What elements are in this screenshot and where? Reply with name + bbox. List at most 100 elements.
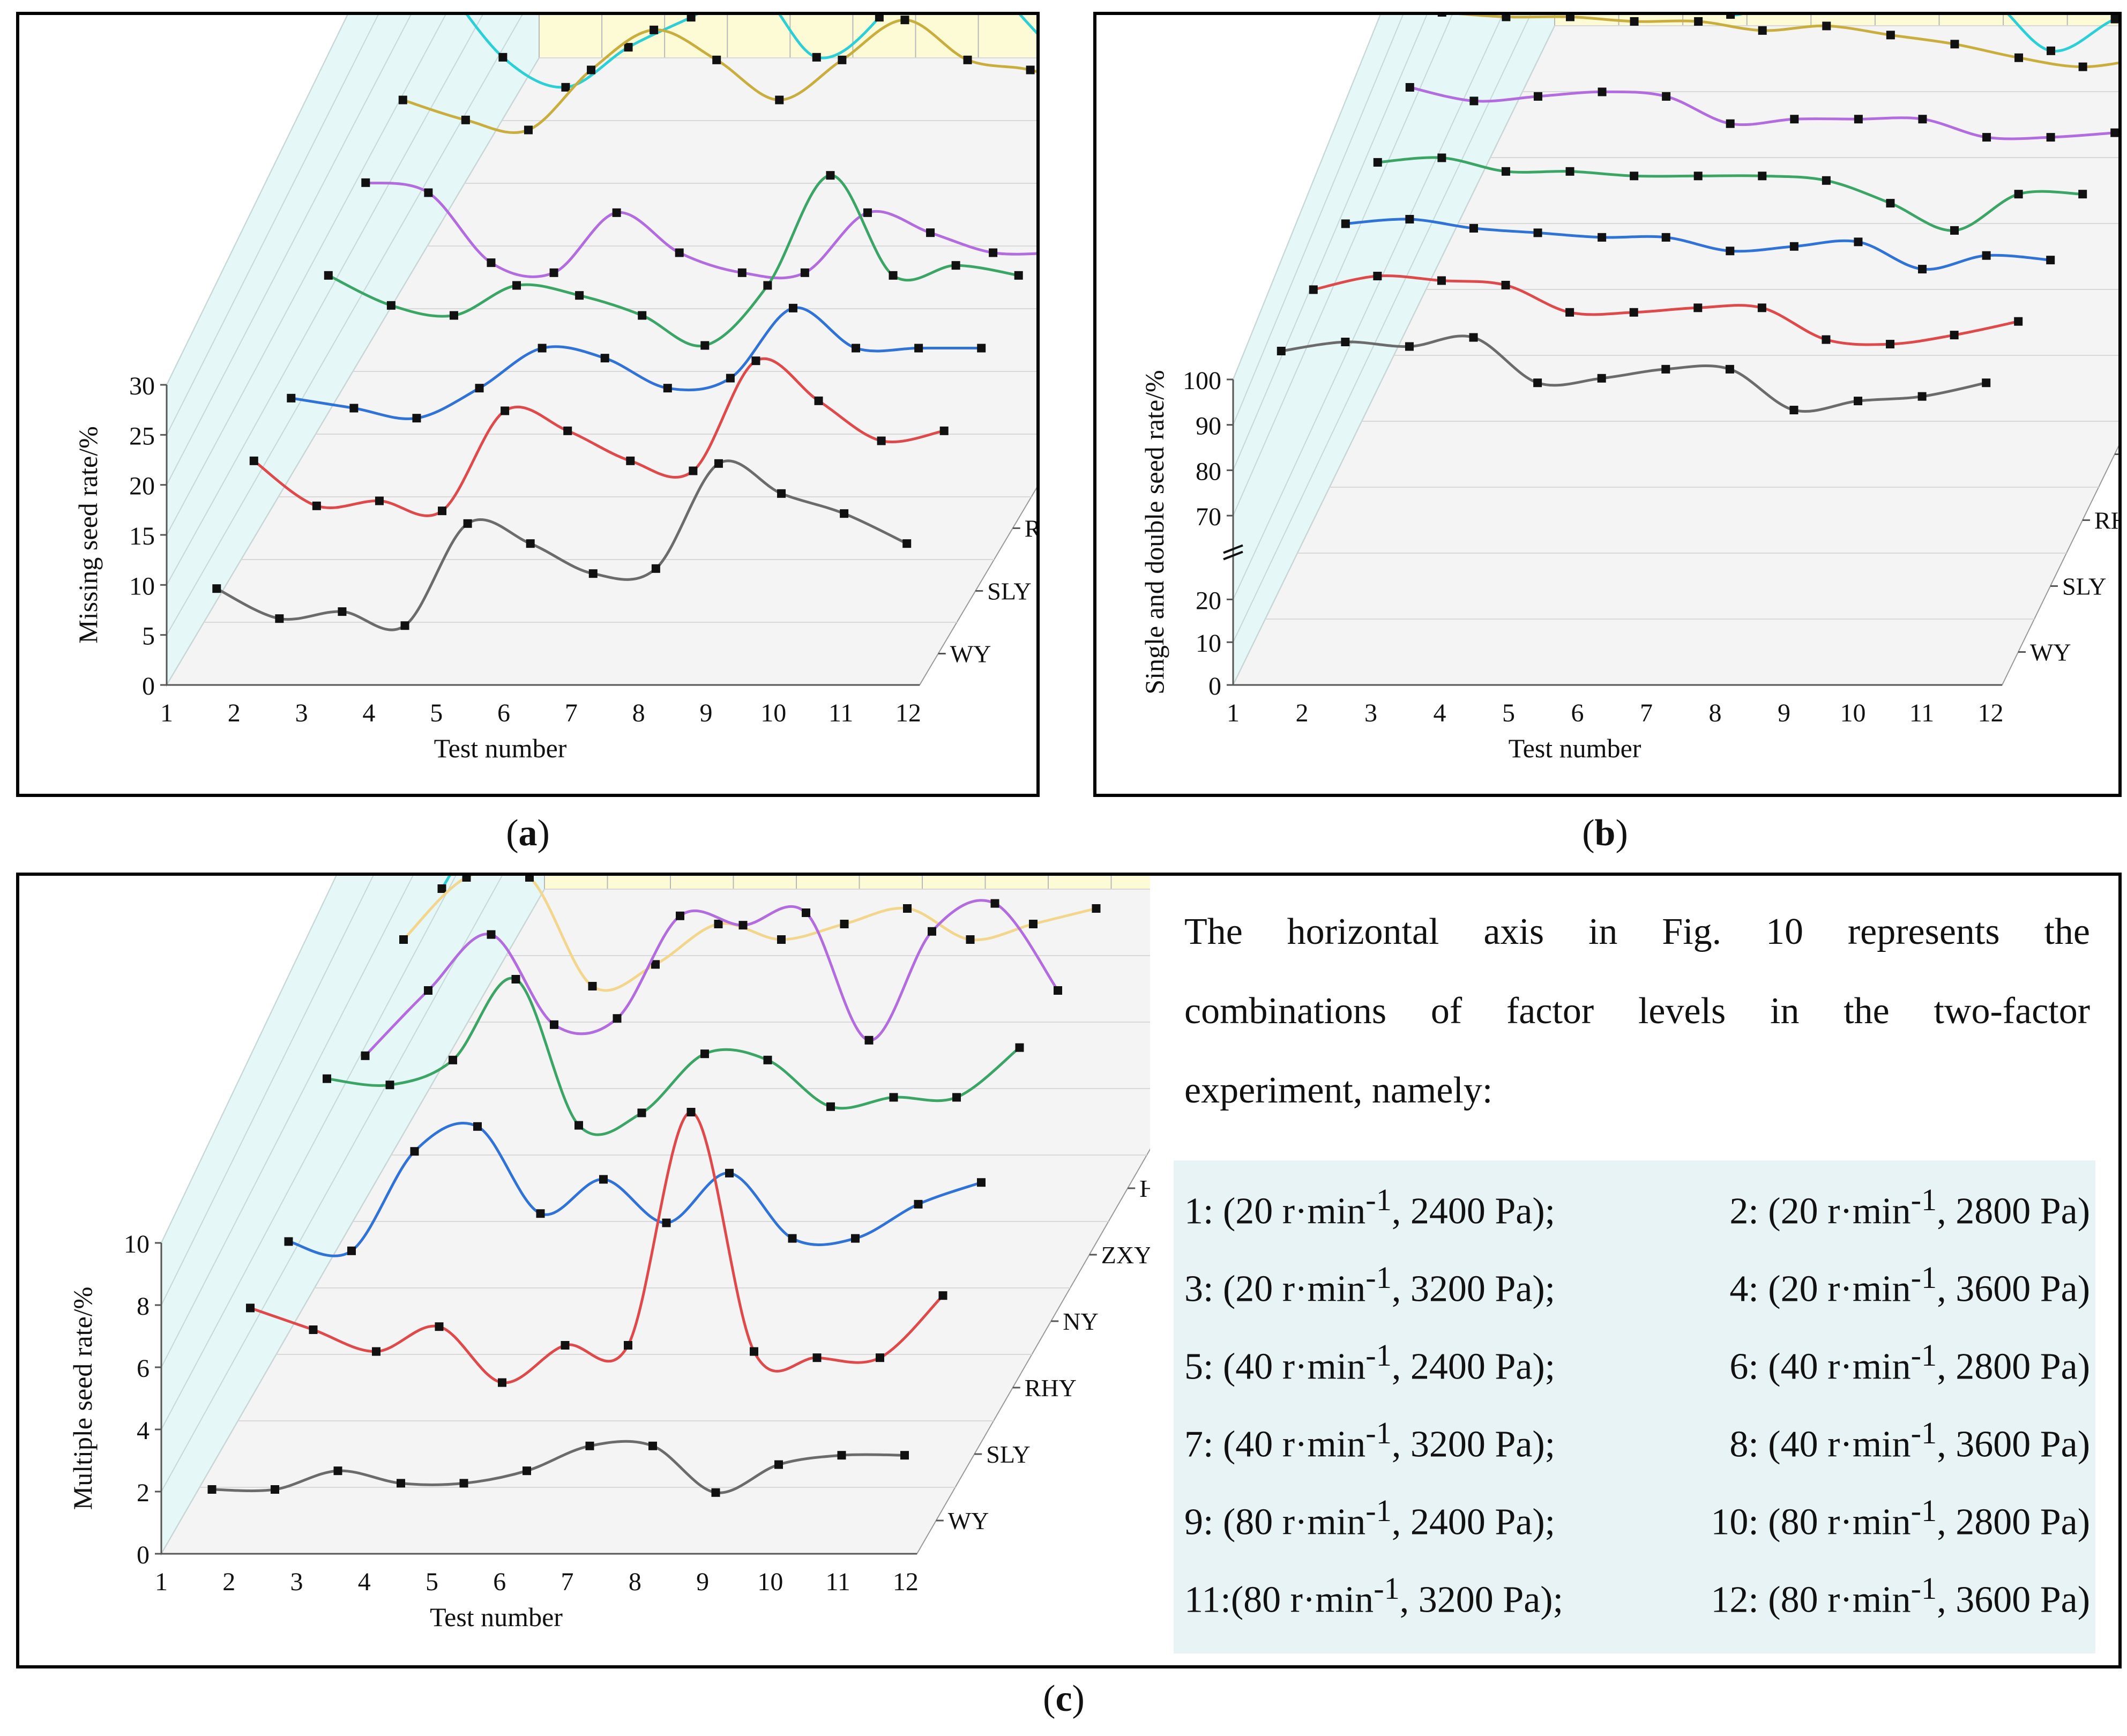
- data-point: [1950, 331, 1959, 340]
- data-point: [763, 1055, 772, 1064]
- data-point: [777, 489, 786, 498]
- data-point: [1854, 115, 1863, 124]
- data-point: [1661, 364, 1670, 374]
- series-line-rhy: [1345, 218, 2051, 271]
- data-point: [1886, 199, 1895, 208]
- data-point: [1950, 226, 1959, 235]
- data-point: [462, 876, 471, 882]
- data-point: [938, 1291, 947, 1300]
- data-point: [812, 53, 821, 62]
- x-axis-label: Test number: [434, 733, 567, 763]
- x-tick-label: 11: [825, 1568, 850, 1596]
- data-point: [501, 406, 510, 415]
- data-point: [498, 53, 508, 62]
- data-point: [626, 456, 635, 465]
- y-tick-label: 100: [1183, 367, 1221, 395]
- data-point: [977, 344, 986, 353]
- data-point: [852, 344, 861, 353]
- data-point: [309, 1325, 318, 1334]
- data-point: [1469, 223, 1478, 233]
- data-point: [851, 1234, 860, 1243]
- data-point: [1630, 17, 1639, 26]
- y-tick-label: 15: [129, 522, 155, 550]
- data-point: [838, 55, 847, 64]
- data-point: [648, 1441, 657, 1450]
- data-point: [511, 975, 520, 984]
- data-point: [1693, 303, 1703, 312]
- data-point: [952, 1093, 961, 1102]
- data-point: [1630, 172, 1639, 181]
- x-tick-label: 3: [295, 699, 308, 727]
- y-tick-label: 20: [129, 472, 155, 501]
- x-tick-label: 3: [1364, 699, 1377, 727]
- x-tick-label: 1: [155, 1568, 168, 1596]
- data-point: [1437, 276, 1446, 285]
- data-point: [903, 904, 912, 913]
- data-point: [347, 1246, 356, 1255]
- data-point: [738, 921, 748, 930]
- data-point: [487, 930, 496, 939]
- data-point: [651, 960, 660, 969]
- y-axis-label: Single and double seed rate/%: [1139, 370, 1169, 694]
- data-point: [284, 1237, 293, 1246]
- data-point: [1437, 153, 1446, 162]
- panel-letter-c: (c): [1043, 1678, 1085, 1719]
- data-point: [587, 65, 596, 74]
- data-point: [1092, 904, 1101, 913]
- x-tick-label: 2: [222, 1568, 235, 1596]
- data-point: [249, 456, 258, 465]
- data-point: [1758, 26, 1767, 35]
- back-wall: [544, 876, 1150, 890]
- data-point: [1501, 280, 1510, 289]
- x-tick-label: 6: [497, 699, 510, 727]
- y-axis-label: Missing seed rate/%: [73, 426, 103, 643]
- data-point: [207, 1485, 217, 1494]
- x-tick-label: 4: [358, 1568, 371, 1596]
- grid-line: [1233, 15, 1381, 380]
- data-point: [275, 614, 284, 623]
- grid-line: [1233, 15, 1404, 426]
- grid-line: [161, 876, 414, 1368]
- data-point: [2110, 15, 2118, 24]
- data-point: [1373, 158, 1382, 167]
- data-point: [563, 426, 572, 435]
- combinations-box: 1: (20 r·min-1, 2400 Pa); 2: (20 r·min-1…: [1174, 1160, 2095, 1653]
- data-point: [399, 935, 408, 944]
- data-point: [1726, 15, 1735, 19]
- data-point: [675, 248, 684, 257]
- data-point: [1341, 219, 1350, 228]
- z-tick-label: HFY: [1139, 1175, 1150, 1202]
- data-point: [814, 396, 823, 405]
- data-point: [526, 539, 535, 548]
- data-point: [461, 115, 470, 124]
- x-tick-label: 1: [1227, 699, 1240, 727]
- x-tick-label: 11: [829, 699, 853, 727]
- data-point: [928, 927, 936, 936]
- data-point: [1565, 167, 1574, 176]
- data-point: [1822, 176, 1831, 185]
- y-tick-label: 30: [129, 372, 155, 400]
- data-point: [1886, 340, 1895, 349]
- x-tick-label: 8: [632, 699, 645, 727]
- data-point: [1014, 271, 1023, 280]
- data-point: [1309, 285, 1318, 294]
- data-point: [349, 404, 359, 413]
- data-point: [1277, 346, 1286, 355]
- x-tick-label: 7: [565, 699, 578, 727]
- data-point: [588, 569, 598, 578]
- data-point: [473, 1122, 482, 1131]
- data-point: [1758, 172, 1767, 181]
- x-tick-label: 10: [1840, 699, 1865, 727]
- grid-line: [1233, 15, 1428, 471]
- data-point: [1725, 364, 1734, 374]
- grid-line: [161, 876, 503, 1492]
- data-point: [686, 1108, 696, 1116]
- note-line: experiment, namely:: [1184, 1070, 1493, 1111]
- data-point: [1015, 1043, 1024, 1052]
- data-point: [1029, 920, 1038, 928]
- data-point: [397, 1479, 405, 1488]
- data-point: [700, 341, 710, 350]
- data-point: [487, 258, 496, 267]
- data-point: [435, 1322, 444, 1331]
- data-point: [1822, 335, 1831, 344]
